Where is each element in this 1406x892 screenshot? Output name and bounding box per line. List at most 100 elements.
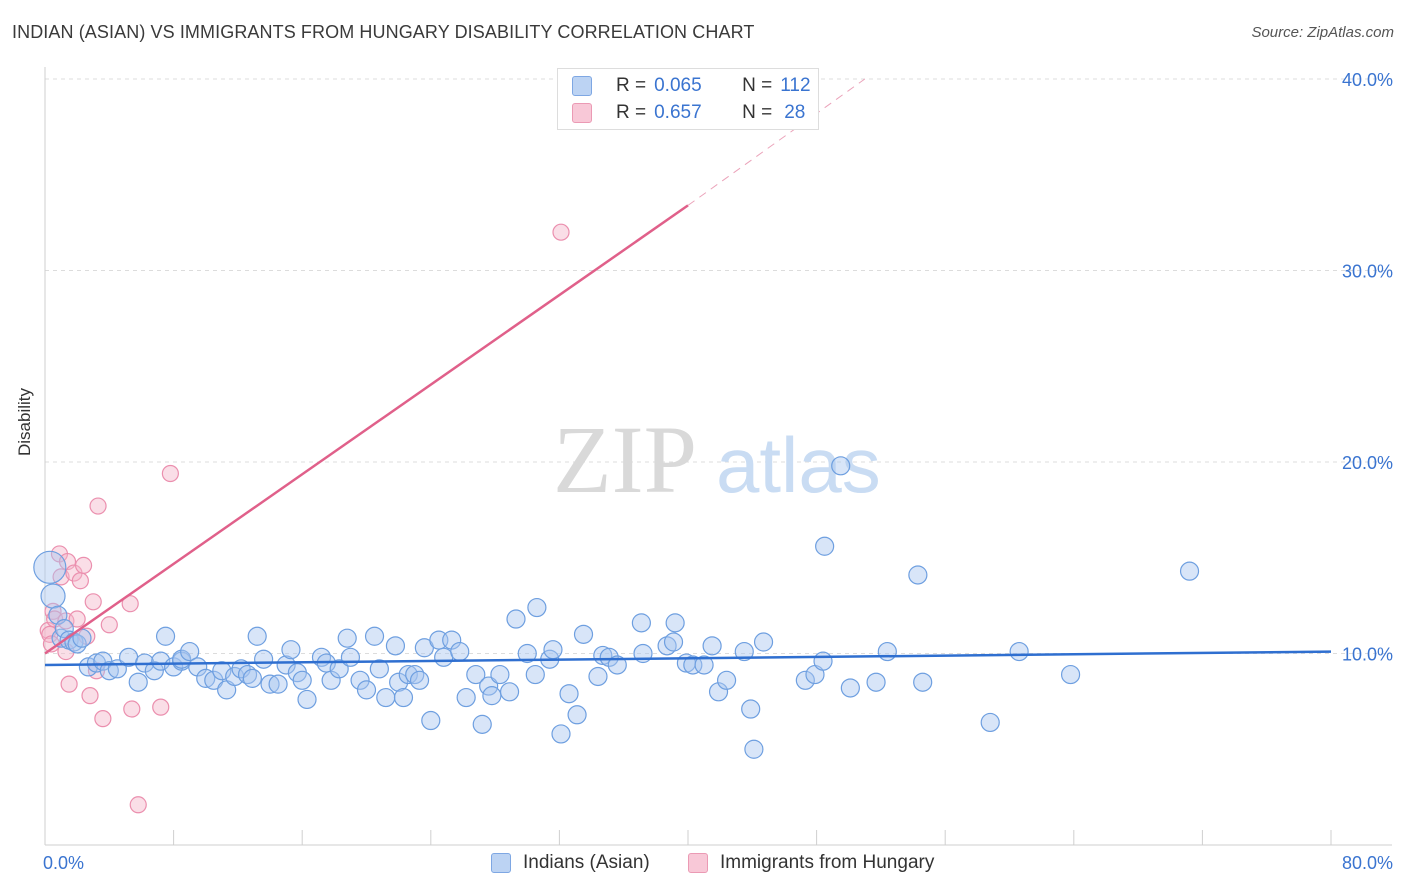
data-point-indian xyxy=(980,712,1000,733)
data-point-hungary xyxy=(123,700,141,718)
data-point-indian xyxy=(297,689,317,710)
data-point-indian xyxy=(506,609,526,629)
data-point-hungary xyxy=(94,710,112,728)
legend-series: Indians (Asian) Immigrants from Hungary xyxy=(0,852,1406,878)
data-point-indian xyxy=(329,659,349,679)
data-point-indian xyxy=(490,664,510,685)
chart-title: INDIAN (ASIAN) VS IMMIGRANTS FROM HUNGAR… xyxy=(12,22,755,42)
watermark: ZIP atlas xyxy=(553,406,881,513)
data-point-indian xyxy=(180,641,200,662)
data-point-indian xyxy=(607,655,627,675)
data-point-indian xyxy=(840,678,860,698)
data-point-indian xyxy=(398,664,418,685)
data-point-indian xyxy=(376,687,396,708)
data-point-indian xyxy=(33,550,67,584)
data-point-hungary xyxy=(89,497,107,515)
legend-r-label: R = xyxy=(616,102,647,123)
x-tick-label: 0.0% xyxy=(43,853,84,873)
data-point-indian xyxy=(40,583,66,609)
data-point-indian xyxy=(385,636,406,656)
legend-swatch-indian xyxy=(491,853,511,873)
legend-label-indian: Indians (Asian) xyxy=(523,852,650,873)
data-point-hungary xyxy=(129,796,147,814)
data-point-indian xyxy=(525,664,545,685)
legend-item-hungary[interactable]: Immigrants from Hungary xyxy=(688,852,934,874)
data-point-indian xyxy=(364,626,385,646)
y-tick-label: 10.0% xyxy=(1342,645,1393,665)
data-point-indian xyxy=(908,565,928,585)
data-point-indian xyxy=(337,628,357,648)
data-point-indian xyxy=(815,536,835,556)
axes xyxy=(44,67,1392,846)
data-point-indian xyxy=(683,655,703,675)
data-point-indian xyxy=(588,666,608,687)
data-point-indian xyxy=(442,630,462,650)
legend-item-indian[interactable]: Indians (Asian) xyxy=(491,852,650,874)
data-point-indian xyxy=(559,684,579,704)
x-tick-label: 80.0% xyxy=(1342,853,1393,873)
legend-stats: R = 0.065 N = 112 R = 0.657 N = 28 xyxy=(557,68,819,130)
y-axis-label: Disability xyxy=(15,387,34,456)
data-point-indian xyxy=(599,647,619,667)
trend-line-indian xyxy=(44,650,1332,667)
watermark-atlas: atlas xyxy=(716,421,881,509)
legend-swatch-hungary xyxy=(688,853,708,873)
data-point-indian xyxy=(567,705,587,725)
data-point-hungary xyxy=(100,616,118,634)
data-point-indian xyxy=(242,668,262,688)
legend-n-value: 112 xyxy=(780,75,811,96)
data-point-hungary xyxy=(60,675,78,693)
data-point-indian xyxy=(155,626,176,646)
data-point-indian xyxy=(276,655,296,675)
data-point-indian xyxy=(260,674,280,694)
data-point-indian xyxy=(1060,664,1081,685)
data-point-indian xyxy=(350,670,370,690)
data-point-indian xyxy=(1009,641,1029,662)
data-point-indian xyxy=(527,597,547,618)
data-point-indian xyxy=(831,456,851,476)
y-tick-label: 40.0% xyxy=(1342,70,1393,90)
data-point-indian xyxy=(268,674,288,694)
y-tick-label: 30.0% xyxy=(1342,262,1393,282)
data-point-indian xyxy=(99,661,119,681)
legend-row-hungary: R = 0.657 N = 28 xyxy=(572,100,806,126)
data-point-indian xyxy=(466,664,486,685)
legend-row-indian: R = 0.065 N = 112 xyxy=(572,73,811,99)
legend-n-label: N = xyxy=(742,75,773,96)
source-label: Source: ZipAtlas.com xyxy=(1251,24,1394,41)
data-point-indian xyxy=(369,659,389,679)
data-point-indian xyxy=(702,636,722,656)
data-point-indian xyxy=(665,613,685,633)
data-point-indian xyxy=(573,624,594,644)
legend-swatch-indian xyxy=(572,76,592,96)
legend-n-value: 28 xyxy=(784,102,806,123)
data-point-indian xyxy=(499,682,520,702)
data-point-indian xyxy=(551,724,571,744)
data-point-indian xyxy=(631,613,651,633)
data-point-indian xyxy=(389,672,409,692)
data-point-indian xyxy=(340,647,361,667)
data-point-indian xyxy=(716,670,737,690)
trend-lines xyxy=(44,78,1332,667)
data-point-indian xyxy=(877,641,897,662)
data-point-indian xyxy=(292,670,312,690)
data-point-indian xyxy=(356,680,377,700)
legend-n-label: N = xyxy=(742,102,773,123)
watermark-zip: ZIP xyxy=(553,406,697,513)
data-point-indian xyxy=(694,655,714,675)
data-point-indian xyxy=(543,640,563,660)
data-point-indian xyxy=(254,649,274,669)
data-point-indian xyxy=(482,686,502,706)
data-point-indian xyxy=(472,714,492,734)
data-point-indian xyxy=(456,687,476,708)
data-point-indian xyxy=(144,661,164,681)
data-point-indian xyxy=(813,651,833,671)
trend-line-hungary xyxy=(44,204,689,655)
data-point-indian xyxy=(734,641,754,662)
data-point-indian xyxy=(393,687,414,708)
data-point-indian xyxy=(128,672,148,692)
data-point-indian xyxy=(196,668,216,688)
data-point-indian xyxy=(281,640,301,660)
data-point-indian xyxy=(663,632,684,652)
data-point-indian xyxy=(795,670,815,690)
